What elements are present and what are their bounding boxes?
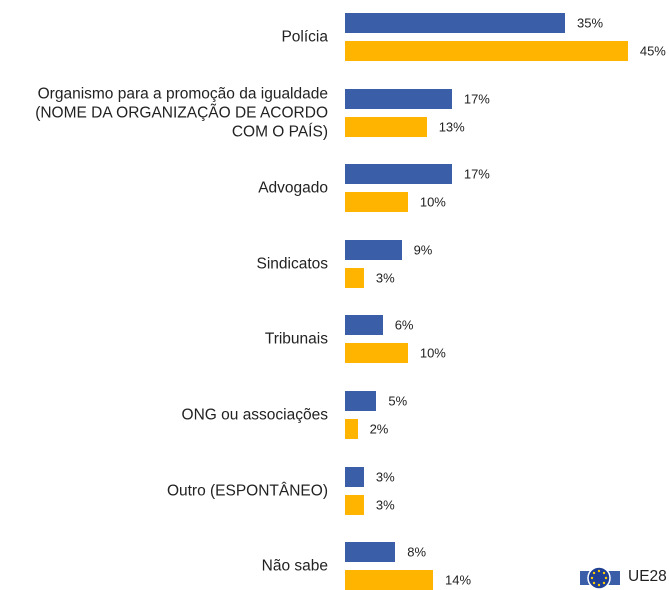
value-label: 3% — [375, 270, 395, 286]
value-label: 45% — [639, 43, 666, 59]
bar — [345, 343, 408, 364]
value-label: 6% — [394, 317, 414, 333]
category-label: Organismo para a promoção da igualdade (… — [35, 85, 328, 141]
bar — [345, 164, 452, 185]
value-label: 17% — [463, 91, 490, 107]
bar — [345, 315, 383, 336]
value-label: 8% — [407, 544, 427, 560]
category-label: Não sabe — [261, 557, 328, 575]
category-label: Polícia — [281, 28, 328, 46]
category-label: Outro (ESPONTÂNEO) — [166, 482, 328, 500]
value-label: 35% — [577, 15, 604, 31]
bar — [345, 192, 408, 213]
category-label: Advogado — [258, 179, 328, 197]
bar — [345, 267, 364, 288]
legend-marker — [580, 566, 620, 590]
value-label: 13% — [438, 119, 465, 135]
value-label: 5% — [388, 393, 408, 409]
bar — [345, 41, 628, 61]
category-label: Sindicatos — [256, 255, 328, 273]
value-label: 17% — [463, 166, 490, 182]
value-label: 3% — [375, 469, 395, 485]
category-label: ONG ou associações — [181, 406, 328, 424]
value-label: 14% — [445, 572, 472, 588]
value-label: 9% — [413, 242, 433, 258]
bar — [345, 542, 396, 563]
bar — [345, 88, 452, 109]
bar — [345, 116, 427, 137]
category-label: Tribunais — [264, 330, 328, 348]
bar — [345, 466, 364, 487]
value-label: 2% — [369, 421, 389, 437]
legend-label: UE28 — [628, 568, 667, 585]
bar — [345, 570, 433, 590]
bar — [345, 239, 402, 260]
value-label: 10% — [419, 194, 446, 210]
bar — [345, 494, 364, 515]
value-label: 10% — [419, 345, 446, 361]
bar — [345, 391, 377, 411]
bar — [345, 419, 358, 439]
value-label: 3% — [375, 497, 395, 513]
bar — [345, 13, 565, 33]
